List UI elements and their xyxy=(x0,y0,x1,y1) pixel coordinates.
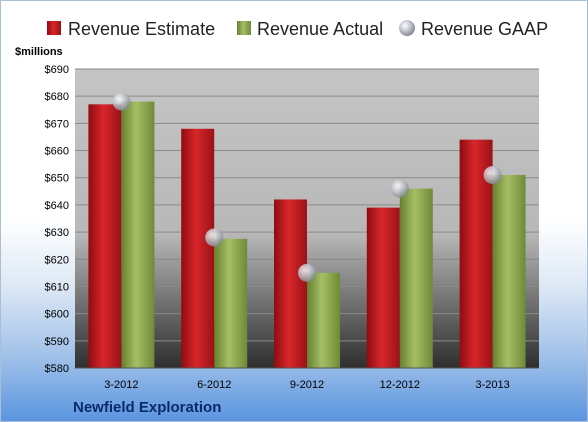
x-tick-label: 3-2013 xyxy=(475,379,509,391)
legend-label-estimate: Revenue Estimate xyxy=(68,19,215,39)
y-tick-label: $680 xyxy=(45,91,69,103)
legend-label-actual: Revenue Actual xyxy=(257,19,383,39)
x-axis-ticks: 3-2012 6-2012 9-2012 12-2012 3-2013 xyxy=(104,379,509,391)
y-tick-label: $580 xyxy=(45,363,69,375)
bar-revenue-actual xyxy=(307,272,340,368)
x-tick-label: 6-2012 xyxy=(197,379,231,391)
bar-revenue-actual xyxy=(214,238,248,368)
x-tick-label: 12-2012 xyxy=(380,379,420,391)
y-tick-label: $620 xyxy=(45,254,69,266)
y-axis-ticks: $580 $590 $600 $610 $620 $630 $640 $650 $660 $670… xyxy=(45,64,69,375)
bars xyxy=(88,101,526,369)
y-tick-label: $600 xyxy=(45,309,69,321)
bar-revenue-estimate xyxy=(181,128,215,368)
legend-label-gaap: Revenue GAAP xyxy=(421,19,548,39)
y-tick-label: $630 xyxy=(45,227,69,239)
y-tick-label: $690 xyxy=(45,64,69,76)
bar-revenue-actual xyxy=(121,101,155,369)
y-tick-label: $590 xyxy=(45,336,69,348)
gaap-points xyxy=(112,92,502,282)
y-tick-label: $670 xyxy=(45,118,69,130)
legend-swatch-estimate xyxy=(47,21,61,35)
legend: Revenue Estimate Revenue Actual Revenue … xyxy=(47,19,548,39)
legend-item-actual: Revenue Actual xyxy=(237,19,383,39)
legend-item-estimate: Revenue Estimate xyxy=(47,19,215,39)
legend-item-gaap: Revenue GAAP xyxy=(399,19,548,39)
x-tick-label: 3-2012 xyxy=(104,379,138,391)
point-revenue-gaap xyxy=(112,92,131,111)
y-tick-label: $660 xyxy=(45,146,69,158)
bar-revenue-estimate xyxy=(88,104,122,368)
y-tick-label: $650 xyxy=(45,173,69,185)
legend-swatch-actual xyxy=(237,21,251,35)
y-tick-label: $610 xyxy=(45,281,69,293)
y-axis-unit-label: $millions xyxy=(15,46,63,58)
point-revenue-gaap xyxy=(390,179,409,198)
bar-revenue-estimate xyxy=(274,199,307,368)
legend-marker-gaap xyxy=(399,20,415,36)
bar-revenue-actual xyxy=(492,175,526,368)
y-tick-label: $640 xyxy=(45,200,69,212)
company-name: Newfield Exploration xyxy=(73,399,221,416)
point-revenue-gaap xyxy=(205,228,224,247)
bar-revenue-estimate xyxy=(366,207,400,368)
x-tick-label: 9-2012 xyxy=(290,379,324,391)
point-revenue-gaap xyxy=(298,263,316,282)
bar-revenue-actual xyxy=(399,188,433,368)
point-revenue-gaap xyxy=(483,166,502,185)
